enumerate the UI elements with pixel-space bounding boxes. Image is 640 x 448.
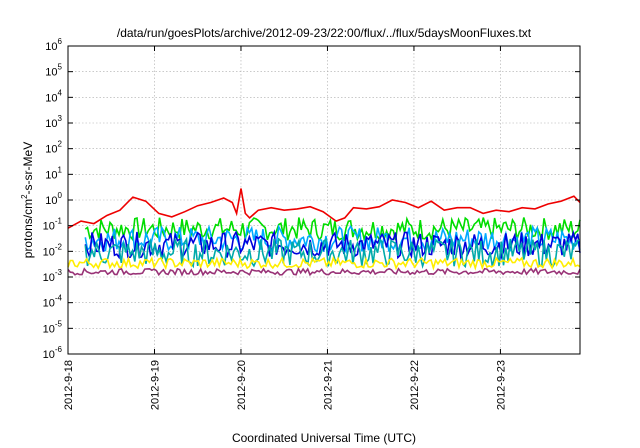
x-tick-label: 2012-9-19 (149, 360, 161, 410)
series-line-2 (84, 224, 581, 255)
x-tick-label: 2012-9-22 (409, 360, 421, 410)
chart-title: /data/run/goesPlots/archive/2012-09-23/2… (117, 26, 532, 40)
y-tick-label: 100 (45, 191, 62, 207)
y-tick-label: 105 (45, 63, 62, 79)
y-tick-label: 10-5 (43, 319, 63, 335)
y-tick-label: 10-6 (43, 345, 63, 361)
series-line-0 (67, 188, 581, 229)
x-axis-ticks: 2012-9-18 2012-9-19 2012-9-20 2012-9-21 2012… (63, 46, 507, 410)
y-tick-label: 102 (45, 140, 62, 156)
x-tick-label: 2012-9-20 (236, 360, 248, 410)
x-tick-label: 2012-9-21 (322, 360, 334, 410)
plot-series (67, 188, 581, 277)
y-tick-label: 10-4 (43, 294, 63, 310)
y-tick-label: 103 (45, 114, 62, 130)
x-tick-label: 2012-9-18 (63, 360, 75, 410)
y-axis-label: protons/cm2-s-sr-MeV (20, 142, 35, 258)
grid (68, 46, 580, 354)
x-axis-label: Coordinated Universal Time (UTC) (232, 431, 416, 445)
y-axis-ticks: 10-6 10-5 10-4 10-3 10-2 10-1 100 101 102 103 104 1… (43, 37, 580, 361)
series-line-6 (67, 266, 581, 277)
series-line-5 (67, 255, 581, 271)
y-tick-label: 106 (45, 37, 62, 53)
x-tick-label: 2012-9-23 (495, 360, 507, 410)
y-tick-label: 10-2 (43, 242, 63, 258)
y-tick-label: 10-3 (43, 268, 63, 284)
y-tick-label: 101 (45, 165, 62, 181)
y-tick-label: 104 (45, 88, 62, 104)
series-line-4 (84, 236, 581, 270)
y-tick-label: 10-1 (43, 217, 63, 233)
